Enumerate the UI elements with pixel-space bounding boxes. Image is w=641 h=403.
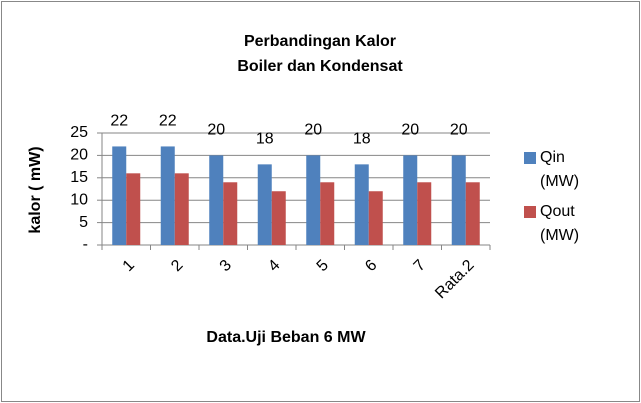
legend: Qin (MW) Qout (MW) [524, 146, 594, 254]
bar [160, 146, 175, 245]
x-axis-label: Data.Uji Beban 6 MW [206, 329, 366, 346]
data-label: 18 [256, 131, 274, 148]
bar [209, 155, 224, 245]
bar [174, 173, 189, 245]
y-axis-label: kalor ( mW) [27, 146, 44, 233]
bar [368, 191, 383, 245]
data-label: 20 [450, 122, 468, 139]
bar [112, 146, 127, 245]
bar [417, 182, 432, 245]
data-label: 22 [110, 113, 128, 130]
data-label: 20 [401, 122, 419, 139]
y-tick-label: 20 [70, 147, 88, 164]
legend-item: Qin (MW) [524, 146, 594, 194]
bar [320, 182, 335, 245]
bar [451, 155, 466, 245]
y-tick-label: - [83, 236, 88, 253]
bar [257, 164, 272, 245]
data-label: 20 [207, 122, 225, 139]
y-tick-label: 25 [70, 124, 88, 141]
bar [465, 182, 480, 245]
data-label: 22 [159, 113, 177, 130]
chart-title: Boiler dan Kondensat [237, 58, 403, 75]
y-tick-label: 15 [70, 169, 88, 186]
legend-swatch [524, 206, 536, 218]
bar [403, 155, 418, 245]
bar [271, 191, 286, 245]
legend-item: Qout (MW) [524, 200, 594, 248]
bar [223, 182, 238, 245]
y-tick-label: 10 [70, 191, 88, 208]
chart-title: Perbandingan Kalor [244, 33, 396, 50]
legend-swatch [524, 152, 536, 164]
bar [306, 155, 321, 245]
bar [354, 164, 369, 245]
data-label: 20 [304, 122, 322, 139]
data-label: 18 [353, 131, 371, 148]
legend-label: Qin (MW) [540, 149, 580, 190]
legend-label: Qout (MW) [540, 203, 580, 244]
y-tick-label: 5 [79, 214, 88, 231]
bar [126, 173, 141, 245]
